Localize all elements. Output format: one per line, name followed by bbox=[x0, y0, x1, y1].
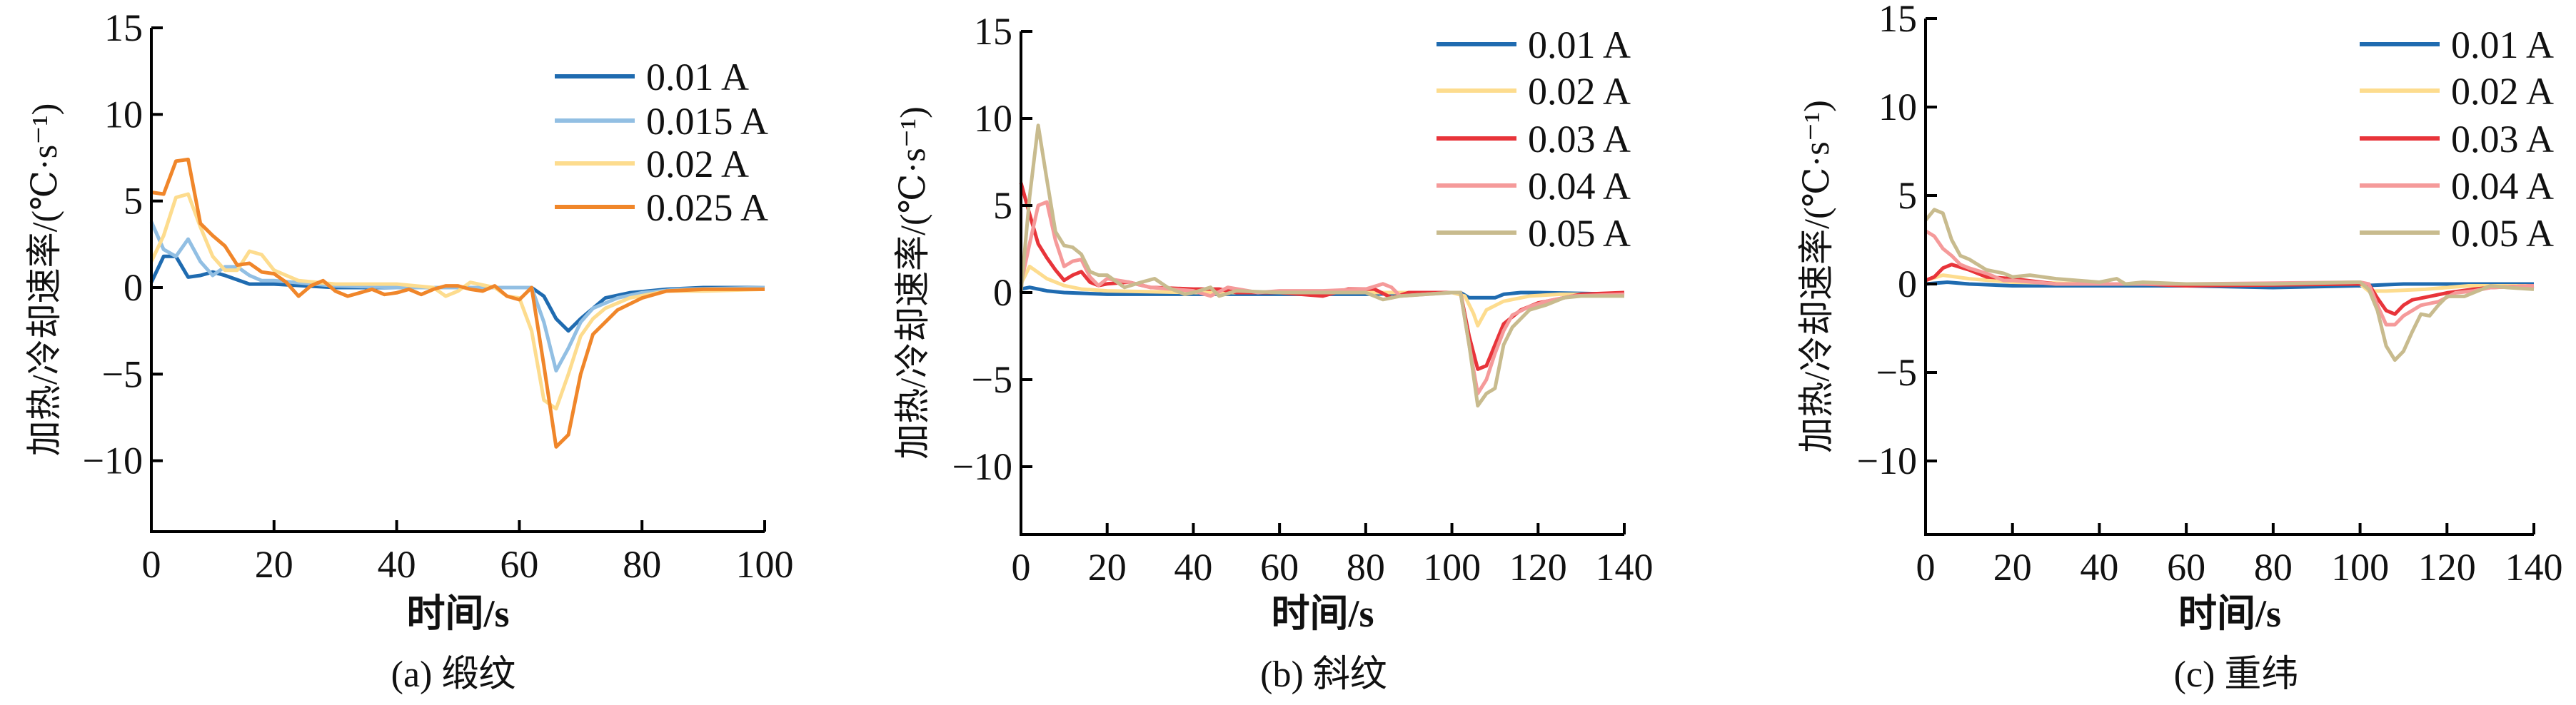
panel-caption: (c) 重纬 bbox=[2174, 654, 2299, 695]
series-line-0-05-A bbox=[1019, 123, 1624, 408]
x-tick-label: 20 bbox=[1088, 546, 1127, 589]
x-axis-label: 时间/s bbox=[2178, 592, 2281, 635]
y-tick-label: 0 bbox=[124, 266, 143, 309]
series-line-0-01-A bbox=[149, 254, 765, 333]
panel-caption: (a) 缎纹 bbox=[391, 654, 516, 695]
legend-label: 0.05 A bbox=[2451, 212, 2554, 255]
y-tick-label: 15 bbox=[1878, 0, 1917, 40]
legend-label: 0.01 A bbox=[646, 56, 749, 98]
x-axis-label: 时间/s bbox=[406, 592, 509, 635]
y-axis-label: 加热/冷却速率/(℃·s⁻¹) bbox=[1796, 100, 1836, 453]
x-tick-label: 20 bbox=[255, 543, 293, 586]
legend-label: 0.04 A bbox=[2451, 165, 2554, 208]
x-tick-label: 80 bbox=[2254, 546, 2293, 589]
chart-panel-2: 15 10 5 0 −5 −10 0 20 40 60 80 100 120 140 时间/s 加热/冷却速率… bbox=[892, 10, 1654, 695]
legend-label: 0.01 A bbox=[2451, 24, 2554, 66]
y-tick-label: −5 bbox=[102, 352, 143, 395]
x-tick-label: 0 bbox=[1916, 546, 1936, 589]
legend-label: 0.05 A bbox=[1528, 212, 1631, 255]
x-tick-label: 100 bbox=[2331, 546, 2389, 589]
legend-label: 0.015 A bbox=[646, 100, 768, 143]
series-line-0-05-A bbox=[1924, 208, 2535, 362]
y-tick-label: −10 bbox=[83, 440, 143, 482]
legend-label: 0.02 A bbox=[2451, 70, 2554, 113]
legend-label: 0.03 A bbox=[2451, 118, 2554, 161]
x-axis-label: 时间/s bbox=[1271, 592, 1374, 635]
legend: 0.01 A0.02 A 0.03 A0.04 A0.05 A bbox=[1437, 24, 1631, 255]
x-tick-label: 120 bbox=[1509, 546, 1567, 589]
x-tick-label: 140 bbox=[2505, 546, 2563, 589]
y-tick-label: −5 bbox=[972, 358, 1012, 401]
x-tick-label: 80 bbox=[1347, 546, 1385, 589]
y-tick-label: 15 bbox=[104, 6, 143, 49]
legend-label: 0.01 A bbox=[1528, 24, 1631, 66]
panel-caption: (b) 斜纹 bbox=[1260, 654, 1387, 695]
x-tick-label: 40 bbox=[2080, 546, 2118, 589]
x-tick-label: 0 bbox=[1012, 546, 1031, 589]
x-tick-label: 120 bbox=[2418, 546, 2476, 589]
series-line-0-02-A bbox=[149, 192, 765, 411]
x-tick-label: 60 bbox=[2167, 546, 2205, 589]
x-tick-label: 0 bbox=[142, 543, 161, 586]
y-axis-label: 加热/冷却速率/(℃·s⁻¹) bbox=[24, 103, 64, 457]
y-tick-label: −10 bbox=[1857, 440, 1917, 482]
x-tick-label: 60 bbox=[500, 543, 538, 586]
y-tick-label: 10 bbox=[974, 97, 1012, 140]
x-tick-label: 100 bbox=[1423, 546, 1481, 589]
y-tick-label: 5 bbox=[993, 184, 1012, 227]
y-tick-label: 10 bbox=[1878, 86, 1917, 128]
y-tick-label: 0 bbox=[1898, 263, 1917, 305]
y-tick-label: 5 bbox=[124, 180, 143, 223]
legend: 0.01 A0.02 A 0.03 A0.04 A0.05 A bbox=[2360, 24, 2554, 255]
x-tick-label: 60 bbox=[1260, 546, 1299, 589]
x-tick-label: 100 bbox=[736, 543, 794, 586]
y-tick-label: 5 bbox=[1898, 174, 1917, 217]
x-tick-label: 20 bbox=[1993, 546, 2032, 589]
y-tick-label: 0 bbox=[993, 271, 1012, 314]
y-axis-label: 加热/冷却速率/(℃·s⁻¹) bbox=[892, 106, 932, 460]
legend-label: 0.03 A bbox=[1528, 118, 1631, 161]
x-tick-label: 140 bbox=[1596, 546, 1654, 589]
x-tick-label: 40 bbox=[378, 543, 416, 586]
y-tick-label: 15 bbox=[974, 10, 1012, 53]
legend: 0.01 A0.015 A0.02 A0.025 A bbox=[555, 56, 768, 229]
series-line-0-015-A bbox=[149, 220, 765, 372]
y-tick-label: −10 bbox=[952, 445, 1012, 488]
series-line-0-025-A bbox=[151, 157, 765, 449]
legend-label: 0.025 A bbox=[646, 186, 768, 229]
chart-panel-1: 15 10 5 0 −5 −10 0 20 40 60 80 100 时间/s 加热/冷却速率/(℃·s⁻… bbox=[24, 6, 794, 695]
y-tick-label: −5 bbox=[1876, 351, 1917, 394]
x-tick-label: 80 bbox=[623, 543, 661, 586]
legend-label: 0.04 A bbox=[1528, 165, 1631, 208]
legend-label: 0.02 A bbox=[646, 143, 749, 186]
y-tick-label: 10 bbox=[104, 93, 143, 136]
legend-label: 0.02 A bbox=[1528, 70, 1631, 113]
x-tick-label: 40 bbox=[1174, 546, 1212, 589]
chart-panel-3: 15 10 5 0 −5 −10 0 20 40 60 80 100 120 140 时间/s 加热/冷却速率… bbox=[1796, 0, 2563, 695]
